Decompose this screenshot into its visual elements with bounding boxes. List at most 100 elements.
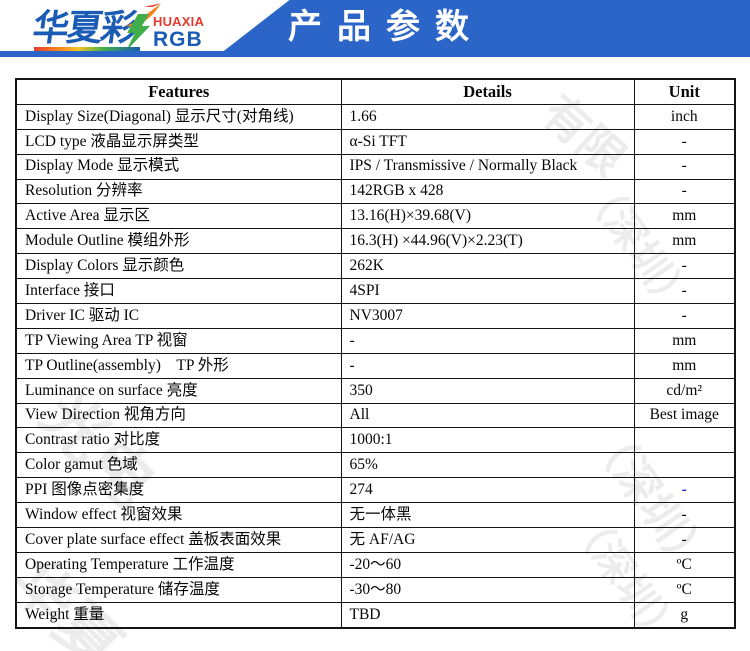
table-row: TP Viewing Area TP 视窗 - mm: [15, 327, 736, 354]
detail-cell: 13.16(H)×39.68(V): [340, 203, 635, 230]
unit-cell: -: [633, 278, 736, 305]
feature-cell: LCD type 液晶显示屏类型: [15, 128, 342, 155]
table-row: Operating Temperature 工作温度 -20～60 ºC: [15, 551, 736, 578]
unit-cell: -: [633, 178, 736, 205]
detail-cell: 274: [340, 477, 635, 504]
unit-cell: mm: [633, 228, 736, 255]
table-row: Interface 接口 4SPI -: [15, 278, 736, 305]
feature-cell: Resolution 分辨率: [15, 178, 342, 205]
banner-underline: [0, 51, 750, 57]
detail-cell: -: [340, 327, 635, 354]
table-row: Display Colors 显示颜色 262K -: [15, 253, 736, 280]
detail-cell: 1000:1: [340, 427, 635, 454]
spec-table: Features Details Unit Display Size(Diago…: [15, 78, 736, 629]
detail-cell: 1.66: [340, 103, 635, 130]
table-row: PPI 图像点密集度 274-: [15, 477, 736, 504]
table-row: Storage Temperature 储存温度 -30～80 ºC: [15, 576, 736, 603]
feature-cell: TP Viewing Area TP 视窗: [15, 327, 342, 354]
feature-cell: View Direction 视角方向: [15, 402, 342, 429]
feature-cell: Contrast ratio 对比度: [15, 427, 342, 454]
unit-cell: g: [633, 601, 736, 629]
table-row: Driver IC 驱动 IC NV3007-: [15, 303, 736, 329]
feature-cell: Active Area 显示区: [15, 203, 342, 230]
unit-cell: -: [633, 502, 736, 529]
unit-cell: [633, 452, 736, 479]
unit-cell: -: [633, 253, 736, 280]
feature-cell: Display Colors 显示颜色: [15, 253, 342, 280]
table-header-row: Features Details Unit: [15, 78, 736, 105]
unit-cell: mm: [633, 203, 736, 230]
table-row: Display Size(Diagonal) 显示尺寸(对角线) 1.66 inch: [15, 103, 736, 130]
column-header-features: Features: [15, 78, 342, 105]
feature-cell: Driver IC 驱动 IC: [15, 303, 342, 329]
detail-cell: 4SPI: [340, 278, 635, 305]
table-row: Color gamut 色域 65%: [15, 452, 736, 479]
column-header-details: Details: [340, 78, 635, 105]
feature-cell: Module Outline 模组外形: [15, 228, 342, 255]
unit-cell: ºC: [633, 576, 736, 603]
detail-cell: α-Si TFT: [340, 128, 635, 155]
feature-cell: PPI 图像点密集度: [15, 477, 342, 504]
unit-cell: mm: [633, 352, 736, 379]
company-logo: 华夏彩 HUAXIA RGB: [0, 0, 215, 57]
unit-cell: inch: [633, 103, 736, 130]
table-row: Display Mode 显示模式 IPS / Transmissive / No…: [15, 153, 736, 180]
detail-cell: 350: [340, 377, 635, 404]
logo-subtext: HUAXIA RGB: [153, 15, 213, 50]
unit-cell: -: [633, 303, 736, 329]
feature-cell: Cover plate surface effect 盖板表面效果: [15, 527, 342, 553]
detail-cell: -20～60: [340, 551, 635, 578]
feature-cell: Interface 接口: [15, 278, 342, 305]
table-row: Cover plate surface effect 盖板表面效果无 AF/AG…: [15, 527, 736, 553]
unit-cell: -: [633, 527, 736, 553]
detail-cell: 无一体黑: [340, 502, 635, 529]
detail-cell: -: [340, 352, 635, 379]
detail-cell: NV3007: [340, 303, 635, 329]
unit-cell: Best image: [633, 402, 736, 429]
detail-cell: 65%: [340, 452, 635, 479]
feature-cell: Luminance on surface 亮度: [15, 377, 342, 404]
unit-cell: cd/m²: [633, 377, 736, 404]
table-row: Active Area 显示区 13.16(H)×39.68(V) mm: [15, 203, 736, 230]
table-row: Weight 重量 TBD g: [15, 601, 736, 629]
logo-huaxia-text: HUAXIA: [153, 14, 205, 29]
detail-cell: IPS / Transmissive / Normally Black: [340, 153, 635, 180]
logo-rainbow-bar: [34, 47, 140, 51]
feature-cell: Operating Temperature 工作温度: [15, 551, 342, 578]
table-row: TP Outline(assembly) TP 外形 - mm: [15, 352, 736, 379]
unit-cell: mm: [633, 327, 736, 354]
logo-swoosh-icon: [126, 3, 161, 51]
page-title: 产品参数: [288, 8, 484, 46]
feature-cell: Weight 重量: [15, 601, 342, 629]
unit-cell: ºC: [633, 551, 736, 578]
detail-cell: All: [340, 402, 635, 429]
table-row: Luminance on surface 亮度 350 cd/m²: [15, 377, 736, 404]
unit-cell: [633, 427, 736, 454]
feature-cell: Color gamut 色域: [15, 452, 342, 479]
detail-cell: 142RGB x 428: [340, 178, 635, 205]
unit-cell: -: [633, 477, 736, 504]
unit-cell: -: [633, 153, 736, 180]
table-row: View Direction 视角方向 All Best image: [15, 402, 736, 429]
page-header: 产品参数 华夏彩 HUAXIA RGB: [0, 0, 750, 78]
table-row: Resolution 分辨率 142RGB x 428-: [15, 178, 736, 205]
feature-cell: Display Mode 显示模式: [15, 153, 342, 180]
table-row: Module Outline 模组外形 16.3(H) ×44.96(V)×2.2…: [15, 228, 736, 255]
detail-cell: TBD: [340, 601, 635, 629]
feature-cell: Window effect 视窗效果: [15, 502, 342, 529]
title-banner: [216, 0, 750, 57]
detail-cell: 无 AF/AG: [340, 527, 635, 553]
table-row: Window effect 视窗效果 无一体黑 -: [15, 502, 736, 529]
logo-rgb-text: RGB: [153, 28, 203, 51]
table-row: Contrast ratio 对比度 1000:1: [15, 427, 736, 454]
detail-cell: 262K: [340, 253, 635, 280]
column-header-unit: Unit: [633, 78, 736, 105]
feature-cell: Storage Temperature 储存温度: [15, 576, 342, 603]
detail-cell: -30～80: [340, 576, 635, 603]
table-row: LCD type 液晶显示屏类型 α-Si TFT -: [15, 128, 736, 155]
feature-cell: Display Size(Diagonal) 显示尺寸(对角线): [15, 103, 342, 130]
feature-cell: TP Outline(assembly) TP 外形: [15, 352, 342, 379]
detail-cell: 16.3(H) ×44.96(V)×2.23(T): [340, 228, 635, 255]
unit-cell: -: [633, 128, 736, 155]
